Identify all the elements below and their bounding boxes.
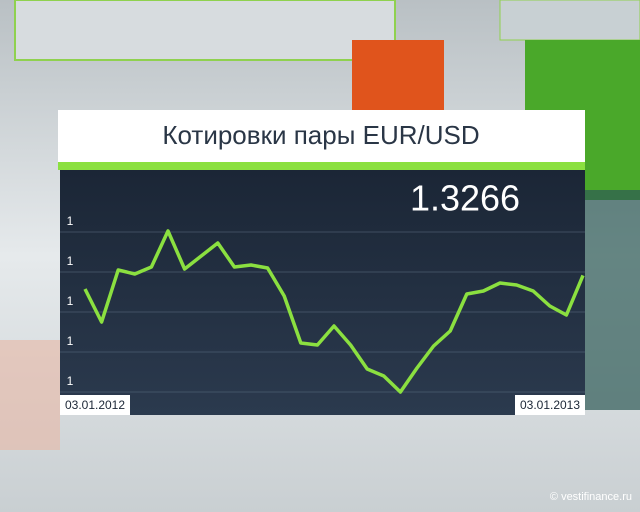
y-tick-label: 1 (67, 374, 74, 388)
x-label-box (515, 395, 585, 415)
current-value: 1.3266 (410, 178, 520, 219)
deco-box (0, 340, 60, 450)
x-tick-label: 03.01.2012 (65, 398, 125, 412)
x-tick-label: 03.01.2013 (520, 398, 580, 412)
deco-box (499, 0, 640, 41)
x-label-box (60, 395, 130, 415)
deco-box (585, 190, 640, 410)
deco-box (14, 0, 396, 61)
chart-panel (60, 170, 585, 415)
y-tick-label: 1 (67, 294, 74, 308)
y-tick-label: 1 (67, 334, 74, 348)
title-underline (58, 162, 585, 170)
chart-title: Котировки пары EUR/USD (162, 120, 479, 150)
source: © vestifinance.ru (550, 491, 632, 503)
deco-box (352, 40, 444, 120)
y-tick-label: 1 (67, 214, 74, 228)
title-box (58, 110, 585, 162)
y-tick-label: 1 (67, 254, 74, 268)
data-line (83, 229, 585, 394)
